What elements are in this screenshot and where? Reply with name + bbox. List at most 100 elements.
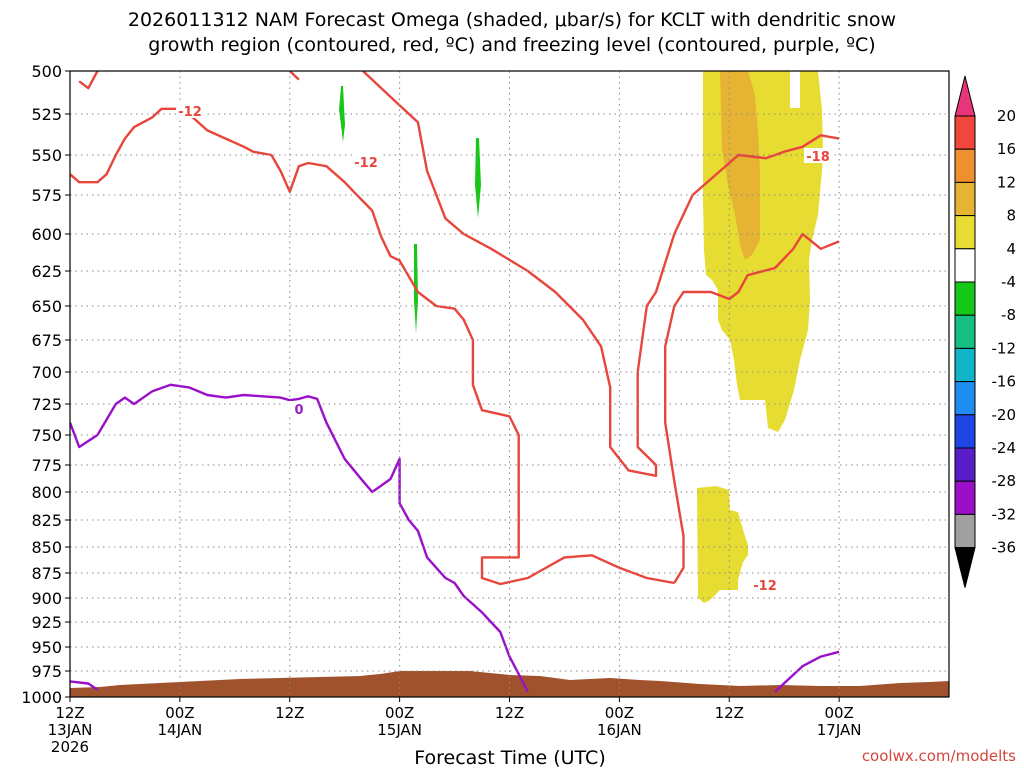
omega-shade-upward-lower — [697, 486, 748, 603]
colorbar-level-label: 20 — [997, 107, 1016, 125]
contour-dendritic-18c-inner — [664, 232, 840, 584]
y-tick-label: 875 — [31, 564, 62, 583]
contour-label: -12 — [354, 156, 378, 171]
colorbar-level-label: -8 — [1001, 306, 1016, 324]
y-tick-label: 850 — [31, 538, 62, 557]
colorbar-segment — [954, 414, 976, 449]
chart-title-line2: growth region (contoured, red, ºC) and f… — [148, 34, 875, 56]
contour-label-bg — [176, 103, 204, 118]
colorbar-level-label: 12 — [997, 173, 1016, 191]
contour-freezing-level-0c — [70, 383, 529, 693]
contour-dendritic-12c-lower-right — [288, 71, 300, 81]
omega-shade-downward-1 — [339, 86, 345, 142]
y-tick-label: 750 — [31, 426, 62, 445]
y-tick-label: 725 — [31, 395, 62, 414]
colorbar-level-label: -20 — [992, 406, 1017, 424]
y-tick-label: 500 — [31, 62, 62, 81]
colorbar-segment — [954, 115, 976, 150]
colorbar-level-label: 8 — [1006, 207, 1016, 225]
colorbar-level-label: -32 — [992, 505, 1017, 523]
contour-label: -12 — [753, 579, 777, 594]
colorbar-level-label: 4 — [1006, 240, 1016, 258]
colorbar-level-label: 16 — [997, 140, 1016, 158]
colorbar-segment — [954, 447, 976, 482]
colorbar-segment — [954, 480, 976, 515]
y-tick-label: 900 — [31, 589, 62, 608]
credit-text: coolwx.com/modelts — [862, 747, 1016, 765]
contour-dendritic-18c — [362, 71, 840, 477]
colorbar-segment — [954, 513, 976, 549]
x-tick-label: 16JAN — [597, 721, 642, 739]
colorbar-segment — [954, 347, 976, 383]
contour-label: -12 — [178, 105, 202, 120]
x-tick-label: 17JAN — [817, 721, 862, 739]
terrain-ground-surface — [70, 671, 949, 697]
x-tick-label: 12Z — [495, 704, 524, 722]
colorbar-level-label: -36 — [992, 539, 1017, 557]
x-tick-label: 00Z — [165, 704, 194, 722]
y-tick-label: 575 — [31, 186, 62, 205]
y-tick-label: 700 — [31, 363, 62, 382]
contour-dendritic-12c-upper — [70, 107, 675, 586]
contour-dendritic-left-loop — [78, 71, 99, 90]
y-tick-label: 775 — [31, 456, 62, 475]
y-tick-label: 800 — [31, 483, 62, 502]
colorbar-segment — [954, 248, 976, 283]
contour-label-bg — [285, 401, 313, 416]
y-tick-label: 525 — [31, 105, 62, 124]
contour-label-bg — [804, 148, 832, 163]
colorbar-level-label: -4 — [1001, 273, 1016, 291]
colorbar-segment — [954, 381, 976, 416]
colorbar: 20 16 12 8 4 -4 -8 -12 -16 -20 -24 -28 -32 -36 — [954, 75, 1017, 588]
x-tick-label: 2026 — [51, 738, 89, 756]
y-tick-label: 1000 — [21, 688, 62, 707]
y-tick-label: 825 — [31, 511, 62, 530]
x-axis-title: Forecast Time (UTC) — [414, 747, 605, 768]
colorbar-level-label: -16 — [992, 373, 1017, 391]
colorbar-top-arrow — [954, 75, 976, 117]
y-tick-label: 975 — [31, 662, 62, 681]
omega-shade-downward-2 — [475, 138, 481, 218]
colorbar-segment — [954, 181, 976, 217]
colorbar-level-label: -24 — [992, 439, 1017, 457]
contour-labels: -12 -12 -18 -12 0 — [176, 103, 832, 594]
contour-label-bg — [352, 154, 380, 169]
x-tick-label: 00Z — [605, 704, 634, 722]
x-tick-label: 13JAN — [48, 721, 93, 739]
y-tick-label: 550 — [31, 146, 62, 165]
grid-lines — [70, 71, 949, 697]
x-tick-label: 00Z — [385, 704, 414, 722]
contour-freezing-level-right — [774, 650, 840, 693]
x-tick-label: 14JAN — [158, 721, 203, 739]
y-axis: 500 525 550 575 600 625 650 675 700 725 750 775 800 8… — [21, 62, 70, 707]
y-tick-label: 675 — [31, 331, 62, 350]
omega-shade-upward-8-12 — [720, 71, 760, 260]
x-tick-label: 12Z — [275, 704, 304, 722]
x-tick-label: 12Z — [715, 704, 744, 722]
contour-label: 0 — [294, 403, 303, 418]
colorbar-level-label: -28 — [992, 472, 1017, 490]
contour-lines — [70, 71, 840, 693]
omega-shade-upward-4-8 — [703, 71, 823, 432]
x-tick-label: 15JAN — [377, 721, 422, 739]
plot-area — [70, 71, 949, 697]
y-tick-label: 625 — [31, 262, 62, 281]
y-tick-label: 925 — [31, 613, 62, 632]
colorbar-segment — [954, 314, 976, 349]
colorbar-level-label: -12 — [992, 339, 1017, 357]
y-tick-label: 650 — [31, 297, 62, 316]
y-tick-label: 950 — [31, 638, 62, 657]
contour-label-bg — [751, 577, 779, 592]
x-tick-label: 00Z — [824, 704, 853, 722]
contour-label: -18 — [806, 150, 830, 165]
contour-freezing-level-bottom-left — [70, 680, 99, 691]
colorbar-segment — [954, 148, 976, 183]
colorbar-segment — [954, 215, 976, 250]
colorbar-bottom-arrow — [954, 547, 976, 588]
x-tick-label: 12Z — [55, 704, 84, 722]
colorbar-segment — [954, 281, 976, 316]
y-tick-label: 600 — [31, 225, 62, 244]
chart-title-line1: 2026011312 NAM Forecast Omega (shaded, μ… — [128, 9, 896, 31]
